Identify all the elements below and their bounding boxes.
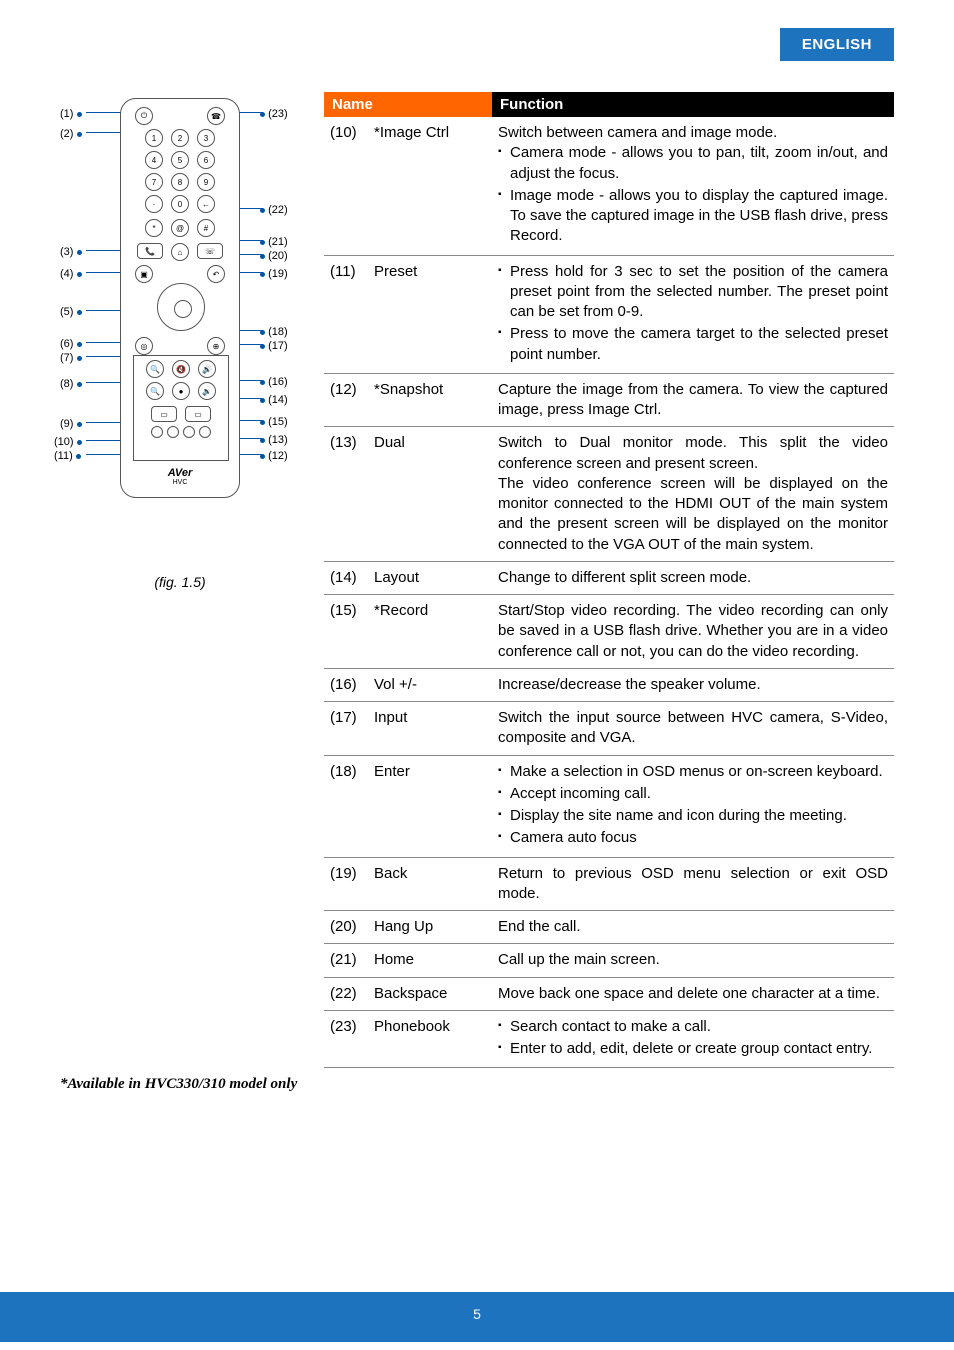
col-header-name: Name bbox=[324, 92, 492, 117]
row-name: Home bbox=[368, 944, 492, 977]
row-function: End the call. bbox=[492, 911, 894, 944]
row-name: Enter bbox=[368, 755, 492, 857]
table-row: (15)*RecordStart/Stop video recording. T… bbox=[324, 595, 894, 669]
table-row: (19)BackReturn to previous OSD menu sele… bbox=[324, 857, 894, 911]
row-number: (20) bbox=[324, 911, 368, 944]
row-name: Backspace bbox=[368, 977, 492, 1010]
row-number: (10) bbox=[324, 117, 368, 255]
row-function: Switch to Dual monitor mode. This split … bbox=[492, 427, 894, 562]
remote-outline: ⏻☎ 123 456 789 ·0← *@# 📞⌂☏ ▣↶ ◎⊕ bbox=[120, 98, 240, 498]
row-name: *Record bbox=[368, 595, 492, 669]
row-name: Hang Up bbox=[368, 911, 492, 944]
row-function: Switch the input source between HVC came… bbox=[492, 702, 894, 756]
row-function: Change to different split screen mode. bbox=[492, 561, 894, 594]
footnote: *Available in HVC330/310 model only bbox=[60, 1076, 894, 1093]
remote-diagram: (1) (2) (3) (4) (5) (6) (7) (8) (9) (1 bbox=[60, 98, 300, 558]
table-row: (21)HomeCall up the main screen. bbox=[324, 944, 894, 977]
row-number: (23) bbox=[324, 1010, 368, 1068]
row-number: (16) bbox=[324, 668, 368, 701]
table-row: (18)EnterMake a selection in OSD menus o… bbox=[324, 755, 894, 857]
callout-right-16: (16) bbox=[260, 376, 288, 388]
row-name: Dual bbox=[368, 427, 492, 562]
remote-logo: AVerHVC bbox=[121, 467, 239, 486]
callout-right-21: (21) bbox=[260, 236, 288, 248]
row-name: Preset bbox=[368, 255, 492, 373]
row-name: *Image Ctrl bbox=[368, 117, 492, 255]
table-row: (12)*SnapshotCapture the image from the … bbox=[324, 373, 894, 427]
callout-right-19: (19) bbox=[260, 268, 288, 280]
callout-left-11: (11) bbox=[54, 450, 81, 462]
callout-left-3: (3) bbox=[60, 246, 82, 258]
callout-left-10: (10) bbox=[54, 436, 82, 448]
callout-right-22: (22) bbox=[260, 204, 288, 216]
table-row: (14)LayoutChange to different split scre… bbox=[324, 561, 894, 594]
figure-caption: (fig. 1.5) bbox=[40, 574, 320, 590]
table-row: (16)Vol +/-Increase/decrease the speaker… bbox=[324, 668, 894, 701]
row-number: (14) bbox=[324, 561, 368, 594]
row-function: Start/Stop video recording. The video re… bbox=[492, 595, 894, 669]
row-number: (17) bbox=[324, 702, 368, 756]
table-row: (11)PresetPress hold for 3 sec to set th… bbox=[324, 255, 894, 373]
callout-left-8: (8) bbox=[60, 378, 82, 390]
row-function: Call up the main screen. bbox=[492, 944, 894, 977]
remote-diagram-column: (1) (2) (3) (4) (5) (6) (7) (8) (9) (1 bbox=[60, 92, 320, 1068]
row-name: Back bbox=[368, 857, 492, 911]
row-function: Return to previous OSD menu selection or… bbox=[492, 857, 894, 911]
row-number: (21) bbox=[324, 944, 368, 977]
callout-left-7: (7) bbox=[60, 352, 82, 364]
callout-left-2: (2) bbox=[60, 128, 82, 140]
row-name: Input bbox=[368, 702, 492, 756]
row-function: Capture the image from the camera. To vi… bbox=[492, 373, 894, 427]
callout-left-4: (4) bbox=[60, 268, 82, 280]
row-function: Press hold for 3 sec to set the position… bbox=[492, 255, 894, 373]
table-row: (17)InputSwitch the input source between… bbox=[324, 702, 894, 756]
callout-right-23: (23) bbox=[260, 108, 288, 120]
callout-right-17: (17) bbox=[260, 340, 288, 352]
table-row: (10)*Image CtrlSwitch between camera and… bbox=[324, 117, 894, 255]
callout-left-1: (1) bbox=[60, 108, 82, 120]
row-number: (18) bbox=[324, 755, 368, 857]
page-number: 5 bbox=[473, 1306, 481, 1322]
row-name: *Snapshot bbox=[368, 373, 492, 427]
row-name: Layout bbox=[368, 561, 492, 594]
col-header-function: Function bbox=[492, 92, 894, 117]
row-function: Switch between camera and image mode.Cam… bbox=[492, 117, 894, 255]
table-row: (23)PhonebookSearch contact to make a ca… bbox=[324, 1010, 894, 1068]
row-name: Vol +/- bbox=[368, 668, 492, 701]
row-function: Make a selection in OSD menus or on-scre… bbox=[492, 755, 894, 857]
row-number: (19) bbox=[324, 857, 368, 911]
row-number: (13) bbox=[324, 427, 368, 562]
callout-left-5: (5) bbox=[60, 306, 82, 318]
row-number: (12) bbox=[324, 373, 368, 427]
row-function: Move back one space and delete one chara… bbox=[492, 977, 894, 1010]
callout-right-18: (18) bbox=[260, 326, 288, 338]
language-tab: ENGLISH bbox=[780, 28, 894, 61]
callout-left-6: (6) bbox=[60, 338, 82, 350]
table-row: (22)BackspaceMove back one space and del… bbox=[324, 977, 894, 1010]
row-number: (15) bbox=[324, 595, 368, 669]
row-number: (22) bbox=[324, 977, 368, 1010]
callout-right-20: (20) bbox=[260, 250, 288, 262]
row-number: (11) bbox=[324, 255, 368, 373]
callout-right-14: (14) bbox=[260, 394, 288, 406]
table-row: (13)DualSwitch to Dual monitor mode. Thi… bbox=[324, 427, 894, 562]
callout-right-15: (15) bbox=[260, 416, 288, 428]
callout-right-13: (13) bbox=[260, 434, 288, 446]
row-function: Increase/decrease the speaker volume. bbox=[492, 668, 894, 701]
function-table: Name Function (10)*Image CtrlSwitch betw… bbox=[324, 92, 894, 1068]
page-footer: 5 bbox=[0, 1292, 954, 1342]
row-function: Search contact to make a call.Enter to a… bbox=[492, 1010, 894, 1068]
row-name: Phonebook bbox=[368, 1010, 492, 1068]
callout-right-12: (12) bbox=[260, 450, 288, 462]
table-row: (20)Hang UpEnd the call. bbox=[324, 911, 894, 944]
callout-left-9: (9) bbox=[60, 418, 82, 430]
